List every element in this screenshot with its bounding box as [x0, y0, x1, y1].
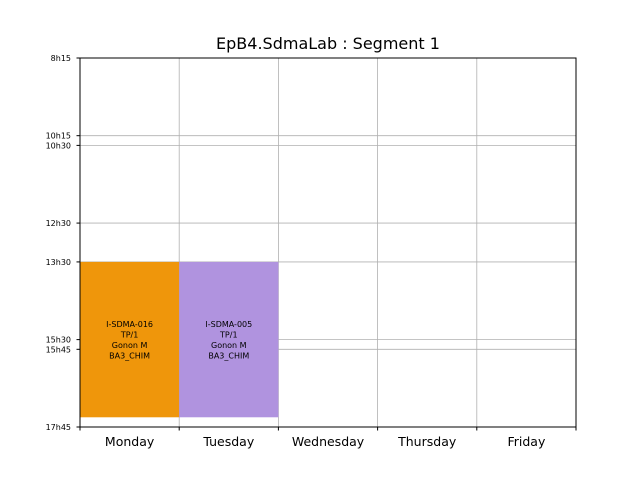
plot-frame: [79, 57, 577, 428]
y-tick-label: 12h30: [46, 219, 71, 228]
event-label-line: Gonon M: [112, 341, 148, 350]
y-tick-label: 13h30: [46, 258, 71, 267]
y-tick-label: 10h30: [46, 141, 71, 150]
y-tick-label: 10h15: [46, 132, 71, 141]
y-tick-label: 8h15: [51, 54, 71, 63]
event-label-line: TP/1: [219, 330, 238, 339]
y-tick-label: 15h45: [46, 345, 71, 354]
event-label-line: TP/1: [120, 330, 139, 339]
event-label-line: I-SDMA-005: [205, 320, 252, 329]
event-label-line: I-SDMA-016: [106, 320, 153, 329]
chart-title: EpB4.SdmaLab : Segment 1: [216, 34, 440, 53]
x-tick-label: Monday: [105, 434, 155, 449]
x-tick-label: Thursday: [397, 434, 457, 449]
event-label-line: BA3_CHIM: [109, 351, 150, 360]
x-tick-label: Tuesday: [202, 434, 254, 449]
event-block: [179, 261, 279, 418]
event-label-line: Gonon M: [211, 341, 247, 350]
x-tick-label: Wednesday: [292, 434, 365, 449]
x-tick-label: Friday: [507, 434, 545, 449]
event-block: [80, 261, 180, 418]
y-tick-label: 17h45: [46, 423, 71, 432]
event-label-line: BA3_CHIM: [208, 351, 249, 360]
y-tick-label: 15h30: [46, 336, 71, 345]
